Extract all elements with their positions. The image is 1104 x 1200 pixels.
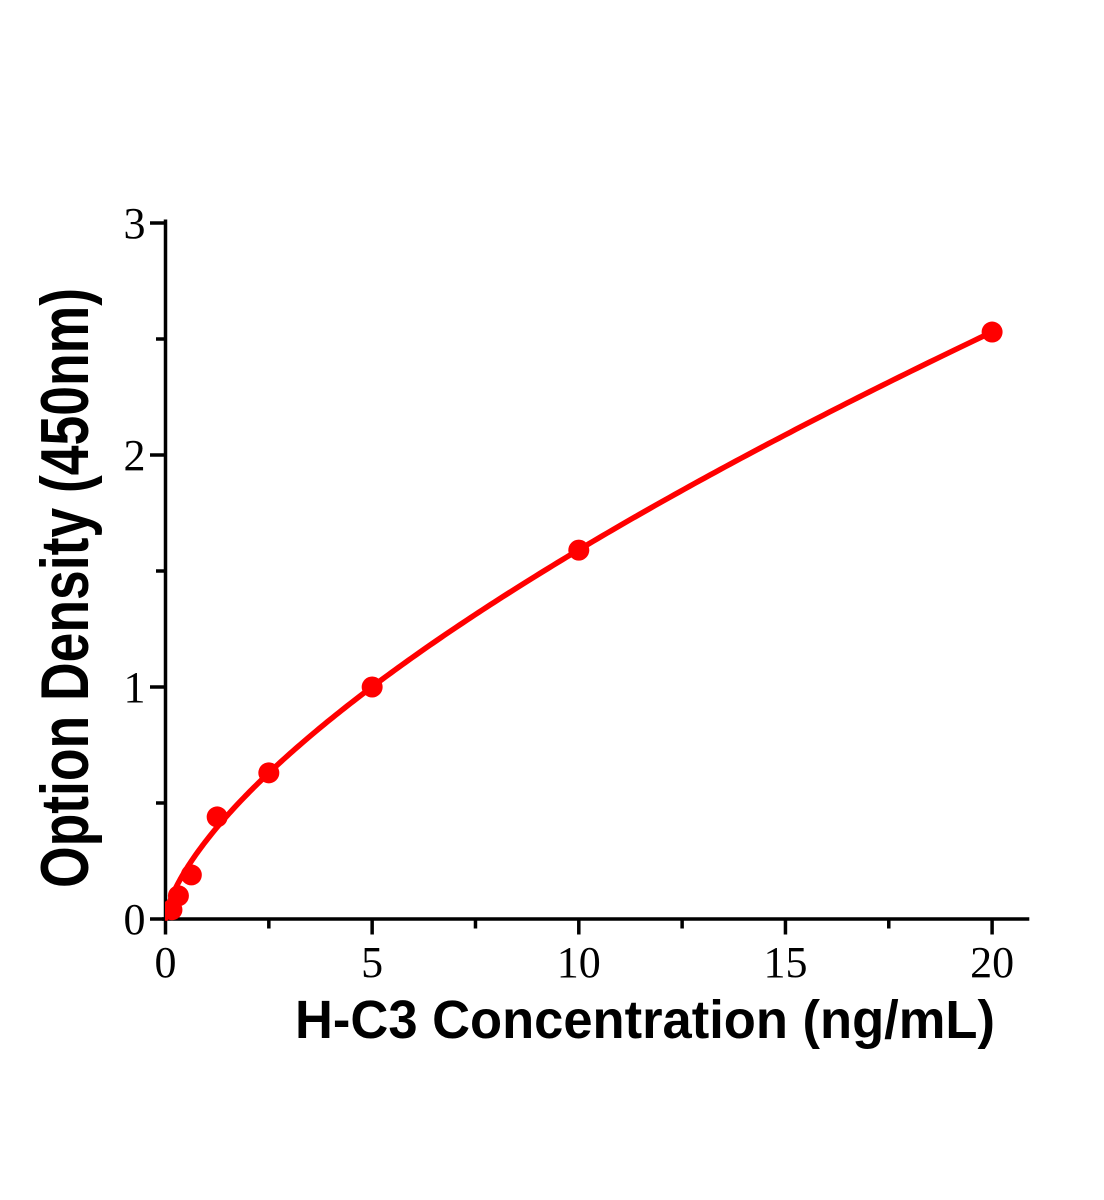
x-tick-label: 10 <box>557 938 601 987</box>
y-tick-label: 3 <box>124 199 146 248</box>
plot-series <box>165 321 1003 921</box>
data-point <box>206 806 228 828</box>
x-tick-label: 20 <box>970 938 1014 987</box>
y-axis-title: Option Density (450nm) <box>27 288 103 888</box>
data-point <box>568 539 590 561</box>
x-tick-label: 0 <box>155 938 177 987</box>
tick-labels: 0 5 10 15 20 0 1 2 3 <box>124 199 1015 987</box>
data-point <box>258 762 280 784</box>
y-tick-label: 0 <box>124 895 146 944</box>
x-axis-title: H-C3 Concentration (ng/mL) <box>295 990 995 1050</box>
data-point <box>981 321 1003 343</box>
y-tick-label: 1 <box>124 663 146 712</box>
data-point <box>167 885 189 907</box>
y-tick-label: 2 <box>124 431 146 480</box>
axes <box>150 219 1030 935</box>
x-tick-label: 15 <box>763 938 807 987</box>
x-tick-label: 5 <box>361 938 383 987</box>
data-point <box>361 676 383 698</box>
fit-curve <box>165 329 995 921</box>
data-point <box>180 864 202 886</box>
